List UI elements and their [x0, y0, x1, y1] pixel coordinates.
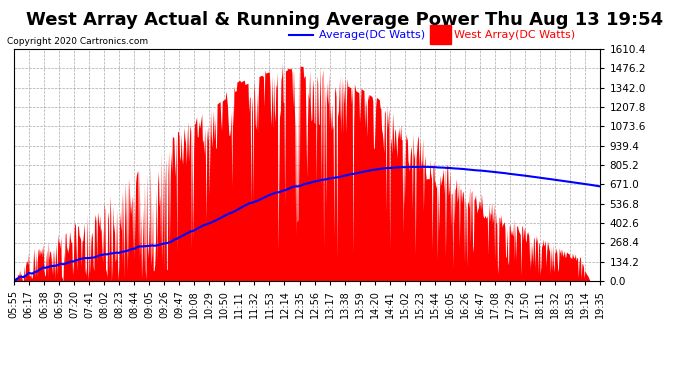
Text: West Array Actual & Running Average Power Thu Aug 13 19:54: West Array Actual & Running Average Powe… [26, 11, 664, 29]
FancyBboxPatch shape [431, 26, 451, 44]
Text: West Array(DC Watts): West Array(DC Watts) [454, 30, 575, 40]
Text: Copyright 2020 Cartronics.com: Copyright 2020 Cartronics.com [7, 38, 148, 46]
Text: Average(DC Watts): Average(DC Watts) [319, 30, 425, 40]
